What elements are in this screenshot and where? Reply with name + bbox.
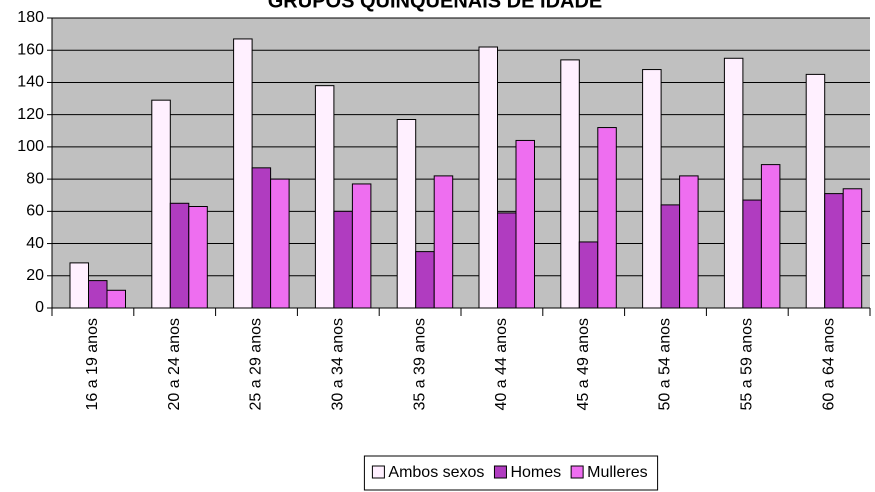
bar	[396, 119, 417, 309]
bar	[760, 164, 781, 309]
bar	[88, 280, 108, 309]
bar	[642, 69, 662, 309]
bar	[169, 202, 190, 309]
bar	[188, 206, 208, 309]
bar	[106, 289, 126, 309]
x-tick-label: 40 a 44 anos	[493, 318, 510, 411]
y-tick-label: 60	[26, 203, 44, 220]
legend-swatch	[371, 465, 385, 479]
bar	[497, 212, 517, 309]
y-tick-label: 180	[17, 9, 44, 26]
y-tick-label: 20	[26, 267, 44, 284]
bar	[351, 183, 372, 309]
bar	[478, 46, 498, 309]
bar	[597, 127, 617, 309]
x-tick-label: 60 a 64 anos	[820, 318, 837, 411]
legend-box	[363, 455, 659, 491]
y-tick-label: 140	[17, 74, 44, 91]
x-tick-label: 20 a 24 anos	[166, 318, 183, 411]
bar	[415, 251, 435, 309]
bar	[233, 38, 253, 309]
legend-swatch	[570, 465, 584, 479]
y-tick-label: 80	[26, 170, 44, 187]
bar	[578, 241, 599, 309]
bar	[560, 59, 580, 309]
y-tick-label: 0	[35, 299, 44, 316]
y-tick-label: 100	[17, 138, 44, 155]
bar	[515, 139, 535, 309]
bar	[314, 85, 335, 309]
legend-label: Mulleres	[587, 464, 647, 481]
bar	[842, 188, 863, 309]
x-tick-label: 25 a 29 anos	[248, 318, 265, 411]
bar	[679, 175, 699, 309]
y-tick-label: 120	[17, 106, 44, 123]
legend-swatch	[493, 465, 507, 479]
bar	[723, 57, 744, 309]
x-tick-label: 35 a 39 anos	[411, 318, 428, 411]
bar	[270, 178, 290, 309]
legend: Ambos sexos Homes Mulleres	[363, 455, 659, 491]
x-tick-label: 16 a 19 anos	[84, 318, 101, 411]
bar	[151, 99, 171, 309]
bar	[824, 193, 844, 309]
legend-label: Homes	[510, 464, 561, 481]
x-tick-label: 45 a 49 anos	[575, 318, 592, 411]
x-tick-label: 50 a 54 anos	[657, 318, 674, 411]
bar	[805, 73, 826, 309]
bar	[251, 167, 272, 309]
legend-label: Ambos sexos	[388, 464, 484, 481]
y-tick-label: 40	[26, 235, 44, 252]
bar	[333, 210, 353, 309]
y-tick-label: 160	[17, 41, 44, 58]
chart-title: GRUPOS QUINQUENAIS DE IDADE	[268, 0, 602, 12]
x-tick-label: 30 a 34 anos	[330, 318, 347, 411]
x-tick-label: 55 a 59 anos	[739, 318, 756, 411]
bar	[69, 262, 89, 309]
bar	[742, 199, 762, 309]
bar	[433, 175, 454, 309]
bar	[660, 204, 681, 309]
